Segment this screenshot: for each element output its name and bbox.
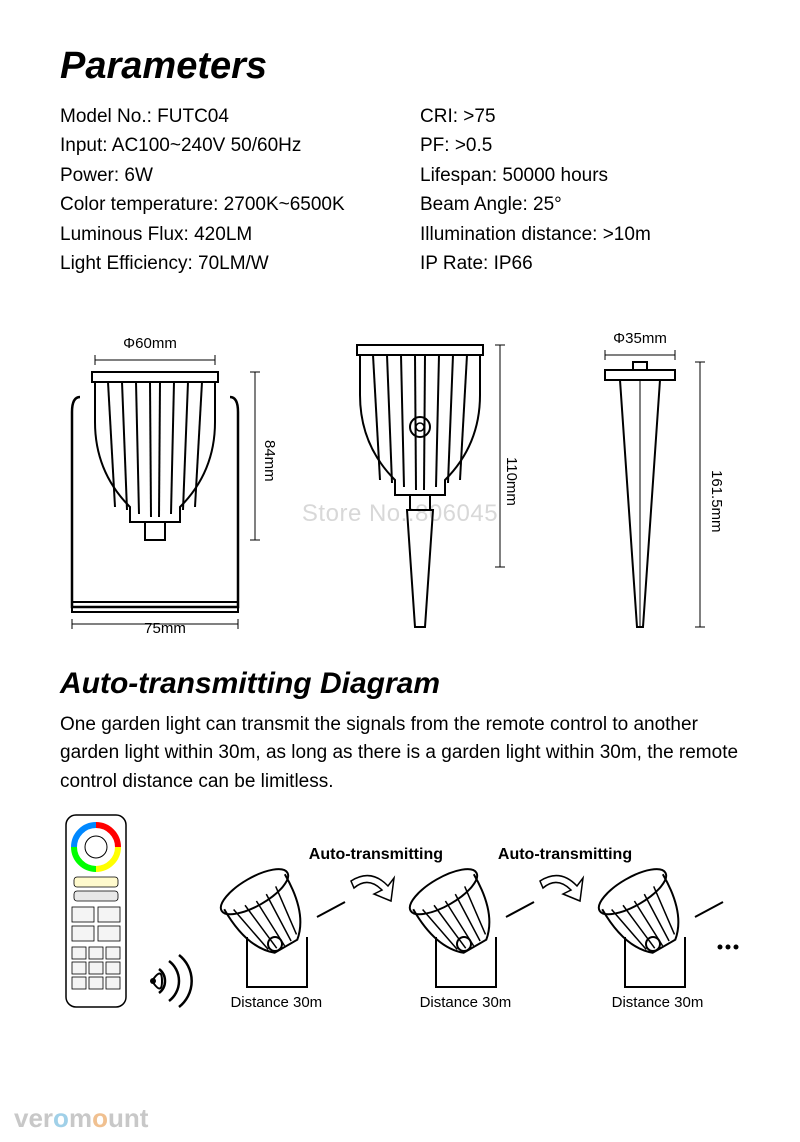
param-line: Lifespan: 50000 hours: [420, 161, 740, 190]
arrow-2: Auto-transmitting: [545, 846, 575, 911]
light-2: Distance 30m: [386, 852, 545, 1011]
remote-svg: [60, 811, 132, 1011]
param-line: Input: AC100~240V 50/60Hz: [60, 131, 380, 160]
param-line: Light Efficiency: 70LM/W: [60, 249, 380, 278]
technical-diagrams: Φ60mm: [60, 307, 740, 637]
diagram-spike: Φ35mm 161.5mm: [590, 330, 740, 637]
param-line: CRI: >75: [420, 102, 740, 131]
auto-transmitting-title: Auto-transmitting Diagram: [60, 667, 740, 701]
param-line: IP Rate: IP66: [420, 249, 740, 278]
param-line: Beam Angle: 25°: [420, 190, 740, 219]
watermark-corner: veromount: [14, 1103, 148, 1134]
parameters-title: Parameters: [60, 45, 740, 88]
diagram-side-view: 110mm: [335, 337, 525, 637]
dim-161mm: 161.5mm: [708, 470, 725, 533]
distance-label: Distance 30m: [386, 994, 545, 1011]
front-view-svg: [60, 352, 270, 632]
param-line: PF: >0.5: [420, 131, 740, 160]
param-line: Power: 6W: [60, 161, 380, 190]
parameters-right: CRI: >75 PF: >0.5 Lifespan: 50000 hours …: [420, 102, 740, 279]
param-line: Illumination distance: >10m: [420, 220, 740, 249]
param-line: Luminous Flux: 420LM: [60, 220, 380, 249]
dim-top-d1: Φ60mm: [90, 335, 210, 352]
auto-transmitting-desc: One garden light can transmit the signal…: [60, 711, 740, 797]
parameters-left: Model No.: FUTC04 Input: AC100~240V 50/6…: [60, 102, 380, 279]
param-line: Color temperature: 2700K~6500K: [60, 190, 380, 219]
dim-110mm: 110mm: [503, 457, 520, 506]
param-line: Model No.: FUTC04: [60, 102, 380, 131]
distance-label: Distance 30m: [575, 994, 740, 1011]
side-view-svg: [335, 337, 525, 637]
lamp-svg: [197, 852, 347, 992]
remote-control: [60, 811, 147, 1011]
transmit-diagram: Distance 30m Auto-transmitting Distance …: [60, 811, 740, 1011]
light-1: Distance 30m: [197, 852, 356, 1011]
arrow-1: Auto-transmitting: [356, 846, 386, 911]
diagram-front-view: Φ60mm: [60, 335, 270, 637]
dim-84mm: 84mm: [261, 440, 278, 482]
signal-icon: [147, 951, 197, 1011]
distance-label: Distance 30m: [197, 994, 356, 1011]
light-3: Distance 30m: [575, 852, 740, 1011]
lamp-svg: [575, 852, 740, 992]
lamp-svg: [386, 852, 536, 992]
parameters-columns: Model No.: FUTC04 Input: AC100~240V 50/6…: [60, 102, 740, 279]
dim-top-d3: Φ35mm: [600, 330, 680, 347]
